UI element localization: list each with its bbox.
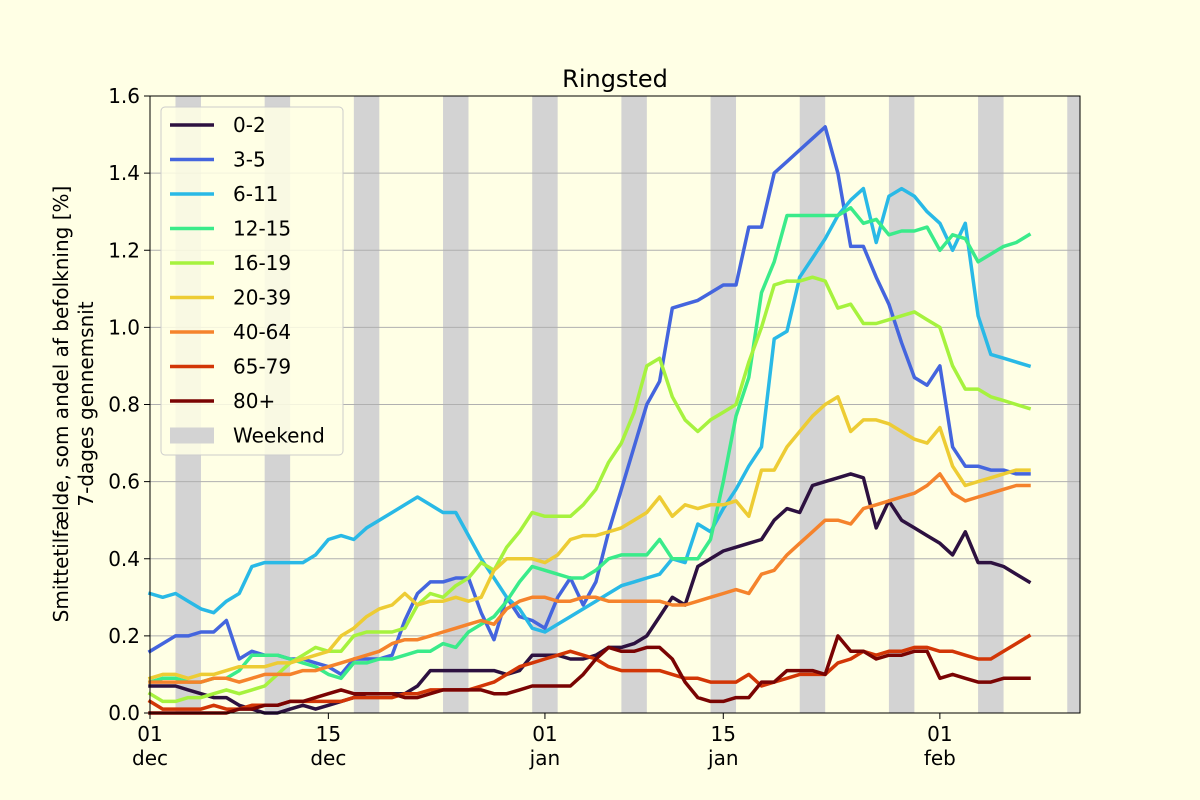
series-line-80+ (148, 634, 1031, 715)
legend-item-6-11: 6-11 (170, 182, 278, 206)
series-line-16-19 (147, 275, 1032, 704)
x-tick-day-1: 15 (316, 722, 341, 746)
series-line-20-39 (147, 395, 1031, 681)
legend-item-3-5: 3-5 (170, 148, 266, 172)
legend-item-16-19: 16-19 (170, 251, 291, 275)
x-tick-day-0: 01 (137, 722, 162, 746)
x-tick-day-4: 01 (927, 722, 952, 746)
legend-label: 12-15 (233, 217, 291, 241)
legend-label: 65-79 (233, 355, 291, 379)
legend-item-weekend: Weekend (170, 424, 325, 448)
legend-item-40-64: 40-64 (170, 320, 291, 344)
y-tick-label-2: 0.4 (108, 547, 140, 571)
legend-swatch (170, 427, 214, 444)
legend-label: 3-5 (233, 148, 266, 172)
legend-label: 16-19 (233, 251, 291, 275)
legend-label: 20-39 (233, 286, 291, 310)
y-tick-label-0: 0.0 (108, 701, 140, 725)
x-tick-month-0: dec (132, 746, 168, 770)
y-tick-label-1: 0.2 (108, 624, 140, 648)
legend-item-12-15: 12-15 (170, 217, 291, 241)
x-tick-month-4: feb (924, 746, 956, 770)
x-tick-month-2: jan (529, 746, 561, 770)
legend-item-0-2: 0-2 (170, 113, 266, 137)
y-tick-label-3: 0.6 (108, 470, 140, 494)
legend-label: Weekend (233, 424, 325, 448)
legend: 0-2 3-5 6-11 12-15 16-19 20-39 40-64 65-79 80+ We… (160, 106, 344, 456)
x-tick-month-1: dec (310, 746, 346, 770)
y-axis-ticks: 0.0 0.2 0.4 0.6 0.8 1.0 1.2 1.4 1.6 (108, 84, 150, 725)
legend-item-20-39: 20-39 (170, 286, 291, 310)
y-tick-label-7: 1.4 (108, 161, 140, 185)
legend-label: 6-11 (233, 182, 278, 206)
x-tick-month-3: jan (707, 746, 739, 770)
y-tick-label-6: 1.2 (108, 238, 140, 262)
y-axis-label: Smittetilfælde, som andel af befolkning … (49, 186, 98, 623)
legend-label: 40-64 (233, 320, 291, 344)
y-tick-label-5: 1.0 (108, 315, 140, 339)
y-tick-label-4: 0.8 (108, 393, 140, 417)
legend-item-65-79: 65-79 (170, 355, 291, 379)
legend-label: 80+ (233, 389, 275, 413)
x-tick-day-3: 15 (711, 722, 736, 746)
chart-title: Ringsted (562, 65, 668, 93)
legend-item-80+: 80+ (170, 389, 275, 413)
series-lines (147, 125, 1032, 715)
x-tick-day-2: 01 (532, 722, 557, 746)
series-line-6-11 (147, 186, 1032, 634)
y-axis-label-line1: Smittetilfælde, som andel af befolkning … (49, 186, 73, 623)
y-axis-label-line2: 7-dages gennemsnit (74, 301, 98, 506)
series-line-40-64 (148, 472, 1031, 684)
y-tick-label-8: 1.6 (108, 84, 140, 108)
legend-label: 0-2 (233, 113, 266, 137)
